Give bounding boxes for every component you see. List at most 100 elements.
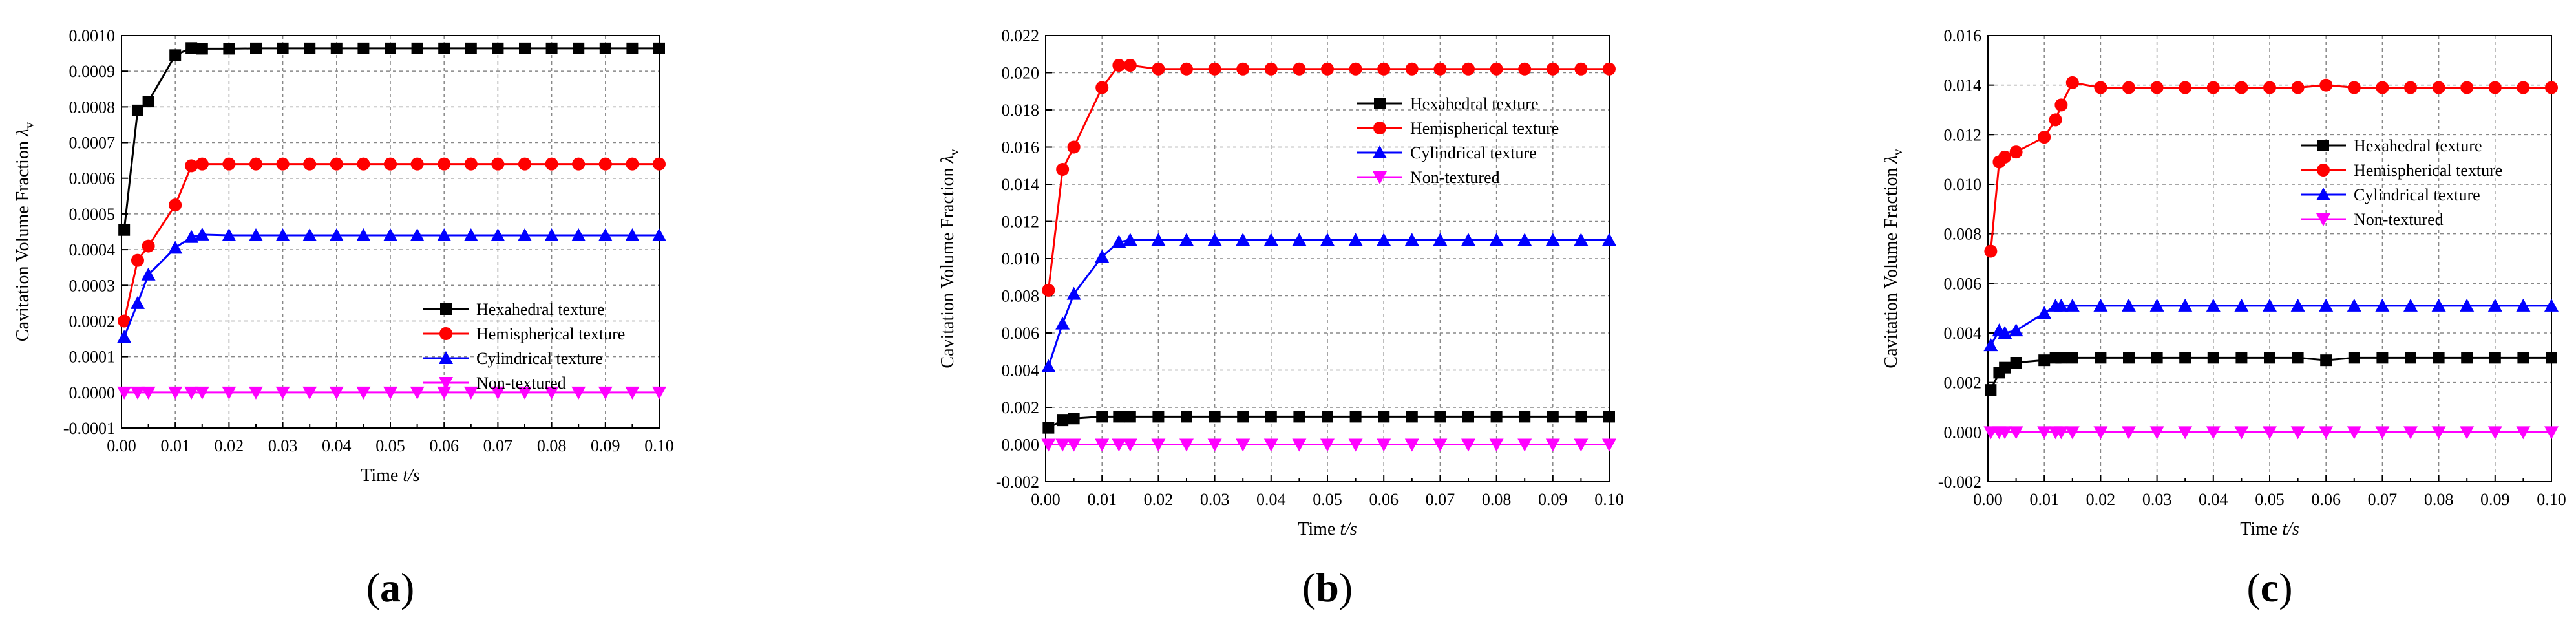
data-point (1349, 411, 1362, 423)
data-point (1518, 62, 1532, 76)
data-point (1151, 438, 1166, 452)
grid (1988, 36, 2551, 482)
data-point (1207, 233, 1222, 246)
data-point (1998, 150, 2012, 164)
data-point (1293, 62, 1306, 76)
data-point (1984, 244, 1998, 258)
data-point (1321, 62, 1334, 76)
data-point (2375, 298, 2390, 312)
data-point (491, 157, 505, 171)
data-point (1322, 411, 1333, 423)
y-axis-label: Cavitation Volume Fraction λv (1881, 149, 1905, 368)
y-tick-label: 0.008 (1944, 225, 1982, 244)
data-point (1545, 233, 1560, 246)
data-point (599, 42, 611, 54)
data-point (329, 228, 344, 242)
x-tick-label: 0.07 (483, 436, 513, 455)
data-point (2517, 81, 2530, 94)
data-point (1179, 438, 1194, 452)
data-point (357, 157, 370, 171)
legend-label: Hexahedral texture (2354, 136, 2482, 155)
data-point (1999, 361, 2011, 374)
data-point (1320, 233, 1335, 246)
series-hemispherical-texture (118, 157, 666, 328)
data-point (1433, 438, 1448, 452)
data-point (625, 386, 640, 400)
x-tick-label: 0.08 (2424, 490, 2454, 509)
data-point (2066, 352, 2078, 364)
data-point (2049, 113, 2062, 127)
data-point (1057, 414, 1069, 427)
data-point (1517, 438, 1532, 452)
data-point (250, 42, 262, 54)
data-point (1519, 411, 1531, 423)
data-point (1433, 62, 1447, 76)
data-point (2347, 426, 2361, 440)
data-point (544, 386, 559, 400)
data-point (2433, 352, 2445, 364)
data-point (141, 267, 156, 281)
legend-marker (439, 351, 453, 364)
y-tick-label: 0.0009 (69, 62, 116, 81)
data-point (1152, 411, 1165, 423)
data-point (184, 230, 199, 243)
data-point (1404, 233, 1419, 246)
y-tick-label: 0.006 (1002, 324, 1040, 343)
data-point (1545, 438, 1560, 452)
data-point (1263, 233, 1278, 246)
data-point (1236, 233, 1251, 246)
data-point (249, 386, 263, 400)
data-point (437, 386, 452, 400)
panel-b: 0.00 0.01 0.02 0.03 0.04 0.05 0.06 0.07 0.08 0.09… (938, 27, 1624, 610)
data-point (2263, 426, 2277, 440)
data-point (1180, 62, 1193, 76)
y-tick-label: -0.002 (1938, 473, 1981, 491)
legend-marker (1374, 98, 1386, 109)
data-point (519, 42, 531, 54)
data-point (130, 386, 145, 400)
data-point (1377, 62, 1391, 76)
data-point (2179, 81, 2192, 94)
data-point (222, 157, 236, 171)
data-point (2347, 81, 2361, 94)
data-point (1575, 411, 1587, 423)
data-point (1489, 233, 1504, 246)
data-point (1405, 62, 1419, 76)
data-point (2093, 298, 2108, 312)
data-point (1095, 438, 1110, 452)
data-point (223, 43, 235, 55)
y-tick-label: 0.0000 (69, 383, 116, 402)
data-point (2517, 352, 2529, 364)
data-point (1124, 411, 1136, 423)
data-point (2545, 81, 2558, 94)
x-tick-label: 0.02 (215, 436, 244, 455)
data-point (2123, 352, 2135, 364)
data-point (1112, 438, 1126, 452)
x-tick-label: 0.01 (2029, 490, 2059, 509)
y-tick-label: 0.014 (1944, 76, 1982, 95)
data-point (2054, 426, 2069, 440)
data-point (1066, 438, 1081, 452)
data-point (249, 228, 263, 242)
y-tick-label: 0.022 (1002, 27, 1040, 45)
data-point (276, 157, 290, 171)
data-point (118, 224, 131, 236)
y-tick-label: 0.0005 (69, 205, 116, 224)
data-point (2461, 352, 2473, 364)
data-point (185, 159, 198, 173)
data-point (1237, 411, 1249, 423)
y-tick-label: 0.020 (1002, 64, 1040, 83)
data-point (1041, 359, 1056, 372)
y-tick-label: 0.002 (1002, 398, 1040, 417)
data-point (2431, 298, 2446, 312)
data-point (410, 228, 425, 242)
data-point (2320, 354, 2332, 367)
data-point (1348, 438, 1363, 452)
data-point (2487, 426, 2502, 440)
x-tick-label: 0.09 (591, 436, 620, 455)
data-point (545, 157, 558, 171)
data-point (1602, 438, 1616, 452)
data-point (2054, 98, 2068, 112)
data-point (1209, 411, 1221, 423)
data-point (385, 42, 396, 54)
